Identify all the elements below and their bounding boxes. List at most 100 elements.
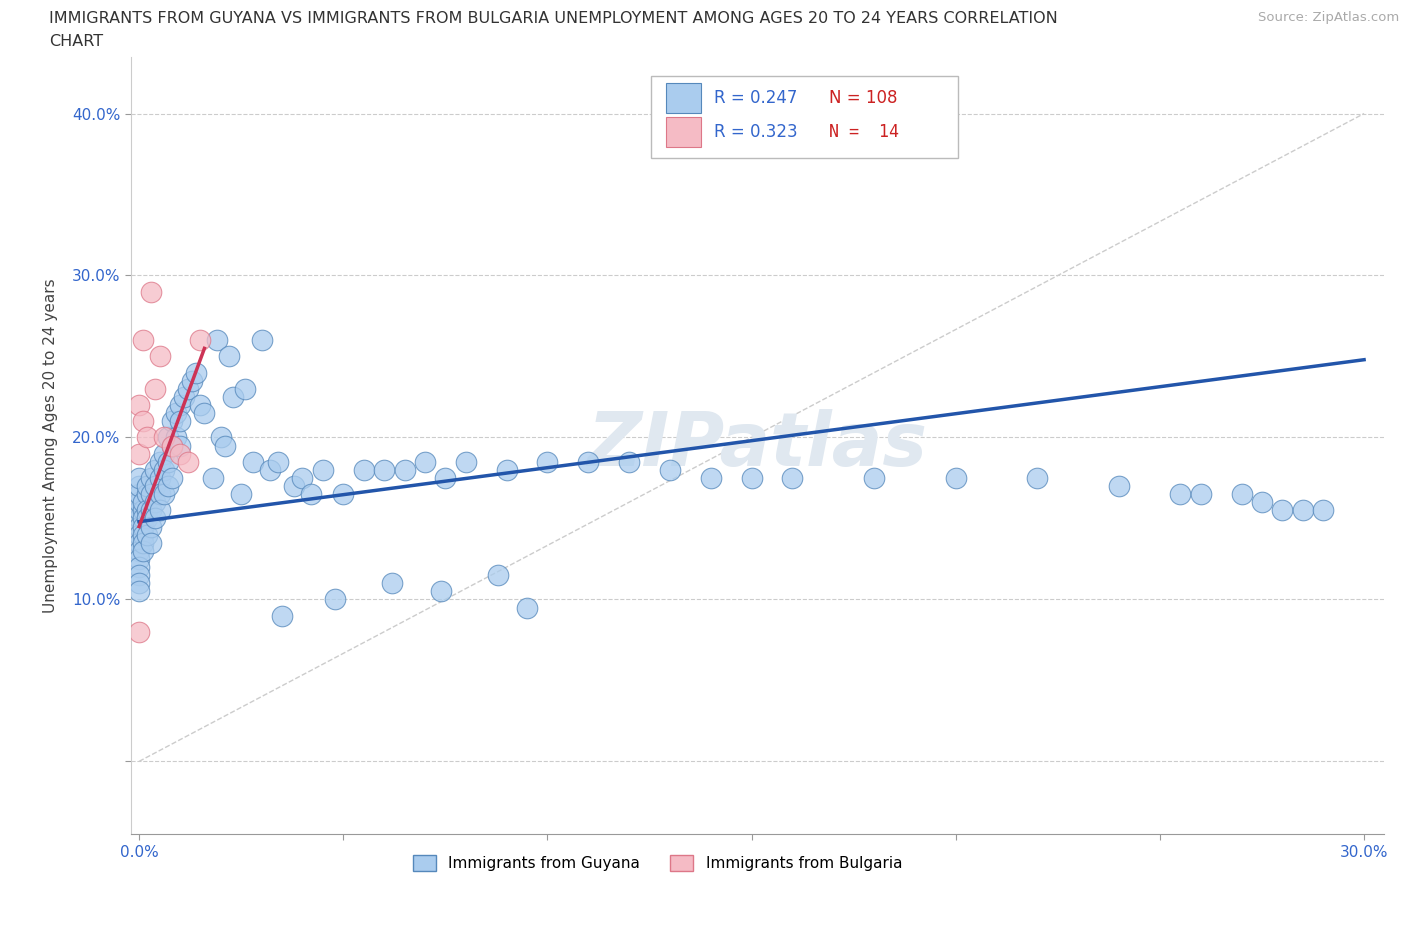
Point	[1312, 503, 1334, 518]
Point	[132, 519, 155, 534]
Point	[181, 373, 204, 388]
Point	[250, 333, 273, 348]
Point	[141, 503, 163, 518]
Point	[1189, 486, 1212, 501]
Point	[132, 503, 155, 518]
Point	[128, 527, 150, 542]
Point	[177, 381, 200, 396]
Point	[193, 405, 215, 420]
Point	[1292, 503, 1315, 518]
Point	[353, 462, 375, 477]
Point	[165, 405, 187, 420]
Point	[169, 446, 191, 461]
FancyBboxPatch shape	[666, 84, 702, 113]
Text: IMMIGRANTS FROM GUYANA VS IMMIGRANTS FROM BULGARIA UNEMPLOYMENT AMONG AGES 20 TO: IMMIGRANTS FROM GUYANA VS IMMIGRANTS FRO…	[49, 11, 1057, 26]
Point	[1251, 495, 1274, 510]
Point	[160, 438, 183, 453]
Point	[132, 527, 155, 542]
Point	[145, 511, 167, 525]
Point	[536, 454, 558, 469]
Point	[658, 462, 681, 477]
Point	[863, 471, 886, 485]
Point	[148, 486, 170, 501]
Point	[741, 471, 763, 485]
Point	[148, 454, 170, 469]
Point	[516, 600, 538, 615]
Point	[128, 479, 150, 494]
Point	[141, 519, 163, 534]
Point	[156, 454, 179, 469]
Point	[156, 479, 179, 494]
Point	[186, 365, 208, 380]
Point	[128, 560, 150, 575]
Point	[152, 446, 174, 461]
Point	[128, 398, 150, 413]
Text: ZIPatlas: ZIPatlas	[588, 409, 928, 482]
Point	[222, 390, 245, 405]
Point	[132, 333, 155, 348]
Text: R = 0.247: R = 0.247	[714, 89, 797, 107]
Point	[152, 462, 174, 477]
Point	[128, 471, 150, 485]
Point	[145, 381, 167, 396]
Point	[128, 519, 150, 534]
Point	[148, 503, 170, 518]
Point	[141, 486, 163, 501]
Point	[136, 503, 159, 518]
Text: Source: ZipAtlas.com: Source: ZipAtlas.com	[1258, 11, 1399, 24]
Point	[576, 454, 599, 469]
Point	[283, 479, 305, 494]
Point	[454, 454, 477, 469]
Point	[188, 333, 211, 348]
Point	[413, 454, 436, 469]
Point	[323, 592, 346, 607]
Point	[128, 576, 150, 591]
Point	[132, 511, 155, 525]
Point	[136, 511, 159, 525]
Legend: Immigrants from Guyana, Immigrants from Bulgaria: Immigrants from Guyana, Immigrants from …	[406, 849, 908, 877]
Point	[128, 495, 150, 510]
Point	[1108, 479, 1130, 494]
Point	[782, 471, 804, 485]
Point	[132, 495, 155, 510]
Point	[165, 430, 187, 445]
Point	[177, 454, 200, 469]
Point	[148, 471, 170, 485]
Point	[128, 584, 150, 599]
Point	[373, 462, 395, 477]
Point	[136, 486, 159, 501]
Point	[259, 462, 281, 477]
Point	[148, 349, 170, 364]
Point	[188, 398, 211, 413]
Point	[128, 511, 150, 525]
Point	[1271, 503, 1294, 518]
Point	[128, 503, 150, 518]
Point	[160, 438, 183, 453]
Point	[233, 381, 256, 396]
Point	[141, 471, 163, 485]
Point	[128, 567, 150, 582]
Text: N = 108: N = 108	[830, 89, 897, 107]
Point	[1026, 471, 1049, 485]
Point	[128, 624, 150, 639]
Point	[495, 462, 517, 477]
Point	[214, 438, 236, 453]
Text: R = 0.323: R = 0.323	[714, 124, 797, 141]
Text: CHART: CHART	[49, 34, 103, 49]
Y-axis label: Unemployment Among Ages 20 to 24 years: Unemployment Among Ages 20 to 24 years	[44, 278, 58, 613]
Point	[136, 479, 159, 494]
Point	[1230, 486, 1253, 501]
Point	[141, 536, 163, 551]
Point	[312, 462, 335, 477]
Point	[169, 438, 191, 453]
Point	[128, 551, 150, 566]
Point	[152, 486, 174, 501]
Point	[145, 462, 167, 477]
Point	[160, 471, 183, 485]
Point	[169, 414, 191, 429]
Point	[132, 536, 155, 551]
Point	[145, 479, 167, 494]
Point	[128, 486, 150, 501]
Point	[205, 333, 228, 348]
Point	[156, 430, 179, 445]
